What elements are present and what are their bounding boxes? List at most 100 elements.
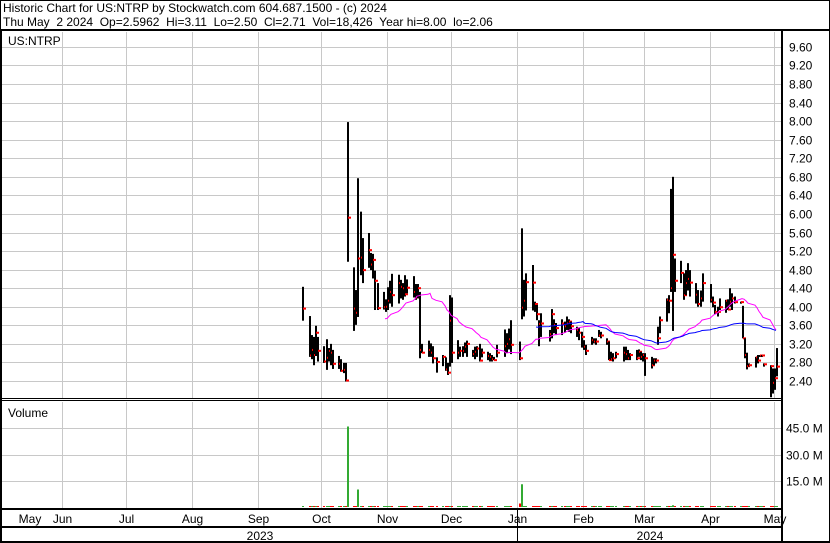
close-tick bbox=[526, 281, 529, 284]
ohlc-bar bbox=[714, 304, 716, 315]
ohlc-bar bbox=[479, 343, 481, 362]
price-tick-label: 5.60 bbox=[789, 227, 813, 241]
ohlc-bar bbox=[776, 348, 778, 377]
ohlc-bar bbox=[731, 293, 733, 311]
ohlc-bar bbox=[400, 279, 402, 299]
close-tick bbox=[741, 301, 744, 304]
price-tick-label: 6.80 bbox=[789, 171, 813, 185]
volume-bar bbox=[685, 506, 687, 507]
volume-bar bbox=[725, 506, 727, 507]
ohlc-bar bbox=[702, 273, 704, 302]
volume-bar bbox=[727, 506, 729, 507]
ohlc-bar bbox=[638, 349, 640, 357]
close-tick bbox=[586, 349, 589, 352]
volume-bar bbox=[353, 506, 355, 507]
close-tick bbox=[728, 308, 731, 311]
volume-bar bbox=[776, 506, 778, 507]
price-tick-label: 9.20 bbox=[789, 59, 813, 73]
volume-bar bbox=[748, 506, 750, 507]
volume-bar bbox=[449, 506, 451, 507]
volume-bar bbox=[591, 506, 593, 507]
volume-bar bbox=[368, 506, 370, 507]
close-tick bbox=[764, 363, 767, 366]
close-tick bbox=[341, 369, 344, 372]
close-tick bbox=[418, 287, 421, 290]
close-tick bbox=[690, 281, 693, 284]
ohlc-bar bbox=[330, 343, 332, 366]
volume-bar bbox=[326, 506, 328, 507]
close-tick bbox=[596, 340, 599, 343]
close-tick bbox=[571, 325, 574, 328]
volume-bar bbox=[540, 506, 542, 507]
close-tick bbox=[378, 307, 381, 310]
ohlc-bar bbox=[710, 284, 712, 303]
close-tick bbox=[720, 306, 723, 309]
volume-bar bbox=[651, 506, 653, 507]
volume-bar bbox=[612, 506, 614, 507]
ohlc-bar bbox=[449, 295, 451, 367]
close-tick bbox=[732, 297, 735, 300]
ohlc-bar bbox=[476, 346, 478, 357]
volume-bar bbox=[564, 506, 566, 507]
close-tick bbox=[467, 342, 470, 345]
ohlc-bar bbox=[659, 316, 661, 334]
volume-bar bbox=[772, 506, 774, 507]
ohlc-bar bbox=[697, 290, 699, 307]
volume-bar bbox=[534, 506, 536, 507]
volume-bar bbox=[657, 506, 659, 507]
volume-bar bbox=[689, 506, 691, 507]
price-bars bbox=[302, 122, 780, 398]
ohlc-bar bbox=[428, 340, 430, 357]
ohlc-bar bbox=[627, 349, 629, 361]
volume-bar bbox=[729, 506, 731, 507]
close-tick bbox=[681, 271, 684, 274]
ohlc-bar bbox=[651, 356, 653, 369]
ohlc-bar bbox=[598, 329, 600, 337]
close-tick bbox=[433, 357, 436, 360]
price-tick-label: 6.00 bbox=[789, 208, 813, 222]
volume-bar bbox=[668, 506, 670, 507]
close-tick bbox=[494, 359, 497, 362]
year-label: 2024 bbox=[637, 529, 664, 543]
volume-bar bbox=[659, 506, 661, 507]
volume-bar bbox=[570, 506, 572, 507]
close-tick bbox=[511, 343, 514, 346]
close-tick bbox=[363, 269, 366, 272]
axis-labels: 9.60 9.20 8.80 8.40 8.00 7.60 7.20 6.80 6.40 6.00… bbox=[8, 34, 823, 543]
volume-bar bbox=[472, 506, 474, 507]
volume-tick-label: 15.0 M bbox=[786, 475, 823, 489]
volume-bar bbox=[555, 506, 557, 507]
close-tick bbox=[405, 293, 408, 296]
ohlc-bar bbox=[519, 341, 521, 361]
volume-bar bbox=[398, 506, 400, 507]
close-tick bbox=[562, 322, 565, 325]
volume-bar bbox=[372, 506, 374, 507]
volume-bar bbox=[606, 506, 608, 507]
volume-bar bbox=[445, 506, 447, 507]
ohlc-bar bbox=[447, 362, 449, 375]
volume-bar bbox=[419, 506, 421, 507]
volume-bar bbox=[400, 506, 402, 507]
price-tick-label: 3.20 bbox=[789, 338, 813, 352]
ohlc-bar bbox=[729, 288, 731, 307]
volume-bar bbox=[451, 506, 453, 507]
ohlc-bar bbox=[644, 353, 646, 376]
ohlc-bar bbox=[538, 320, 540, 347]
close-tick bbox=[582, 335, 585, 338]
volume-bar bbox=[523, 506, 525, 507]
ohlc-bar bbox=[398, 274, 400, 304]
ohlc-bar bbox=[474, 346, 476, 360]
volume-bar bbox=[581, 506, 583, 507]
volume-bar bbox=[672, 505, 674, 507]
volume-bar bbox=[700, 506, 702, 507]
price-tick-label: 5.20 bbox=[789, 245, 813, 259]
volume-bar bbox=[406, 506, 408, 507]
close-tick bbox=[477, 347, 480, 350]
ohlc-bar bbox=[746, 352, 748, 370]
volume-bar bbox=[598, 506, 600, 507]
ohlc-bar bbox=[581, 331, 583, 348]
volume-bar bbox=[360, 506, 362, 507]
volume-bar bbox=[583, 506, 585, 507]
ohlc-bar bbox=[657, 326, 659, 345]
ohlc-bar bbox=[549, 329, 551, 342]
